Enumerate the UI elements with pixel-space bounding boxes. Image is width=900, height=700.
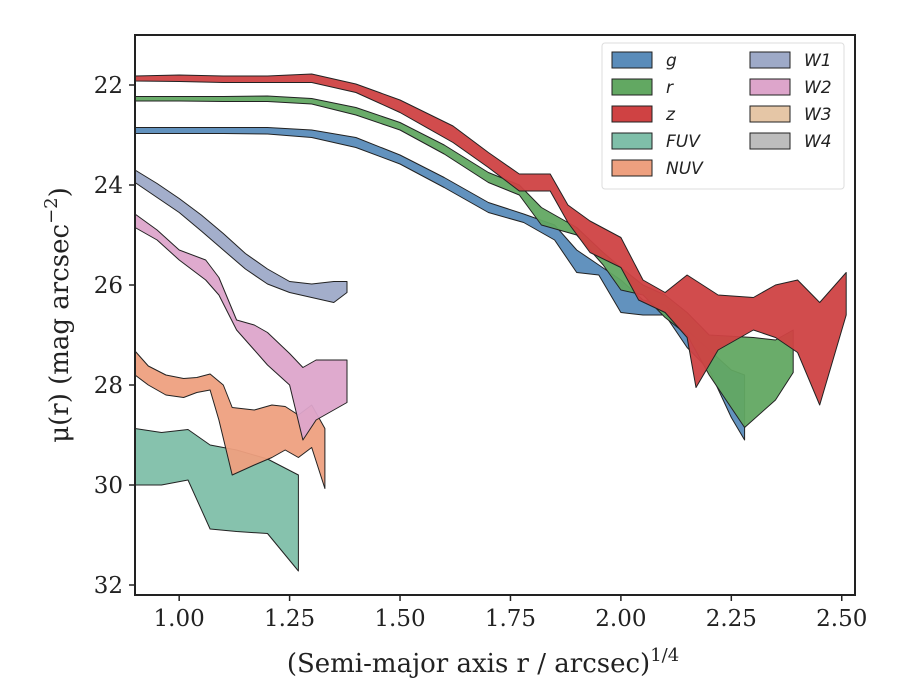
x-axis-label-exponent: 1/4 bbox=[650, 645, 679, 666]
band-w1 bbox=[134, 169, 348, 303]
legend-label-nuv: NUV bbox=[666, 159, 704, 179]
legend-swatch-w3 bbox=[749, 105, 791, 123]
legend-label-fuv: FUV bbox=[666, 132, 701, 152]
legend: grz FUV NUV W1 W2 W3 W4 bbox=[601, 42, 845, 190]
legend-label-w4: W4 bbox=[804, 132, 832, 152]
y-axis-label-end: ) bbox=[45, 187, 75, 197]
legend-swatch-w2 bbox=[749, 78, 791, 96]
y-tick-label: 28 bbox=[94, 373, 123, 399]
x-tick-label: 2.00 bbox=[595, 606, 646, 632]
legend-swatch-r bbox=[611, 78, 653, 96]
x-tick-label: 1.50 bbox=[374, 606, 425, 632]
y-axis-label: μ(r) (mag arcsec−2) bbox=[41, 187, 75, 443]
legend-label-z: z bbox=[665, 105, 676, 125]
plot-frame bbox=[134, 34, 856, 596]
band-z bbox=[134, 73, 847, 406]
x-axis-label: (Semi-major axis r / arcsec)1/4 bbox=[287, 645, 679, 679]
x-tick-label: 1.75 bbox=[485, 606, 536, 632]
legend-label-r: r bbox=[666, 78, 674, 98]
legend-swatch-fuv bbox=[611, 132, 653, 150]
x-tick-label: 1.00 bbox=[154, 606, 205, 632]
legend-label-w2: W2 bbox=[804, 78, 832, 98]
x-tick-label: 2.50 bbox=[816, 606, 867, 632]
band-nuv bbox=[134, 350, 326, 489]
series-bands bbox=[134, 73, 847, 572]
band-r bbox=[134, 95, 794, 428]
y-tick-label: 26 bbox=[94, 273, 123, 299]
y-axis-label-exponent: −2 bbox=[41, 197, 62, 224]
y-tick-label: 32 bbox=[94, 573, 123, 599]
y-tick-label: 30 bbox=[94, 473, 123, 499]
y-tick-label: 22 bbox=[94, 73, 123, 99]
legend-label-w3: W3 bbox=[804, 105, 832, 125]
legend-label-g: g bbox=[666, 51, 677, 71]
y-axis-label-text: μ(r) (mag arcsec bbox=[45, 224, 75, 443]
legend-swatch-g bbox=[611, 51, 653, 69]
x-tick-label: 2.25 bbox=[706, 606, 757, 632]
x-axis-label-text: (Semi-major axis r / arcsec) bbox=[287, 649, 650, 679]
axis-ticks: 1.00 1.25 1.50 1.75 2.00 2.25 2.50 22 24 26 28 30 32 bbox=[94, 73, 868, 632]
band-w2 bbox=[134, 213, 348, 441]
y-tick-label: 24 bbox=[94, 173, 123, 199]
legend-swatch-w1 bbox=[749, 51, 791, 69]
legend-swatch-w4 bbox=[749, 132, 791, 150]
legend-swatch-nuv bbox=[611, 159, 653, 177]
legend-label-w1: W1 bbox=[804, 51, 832, 71]
x-tick-label: 1.25 bbox=[264, 606, 315, 632]
legend-swatch-z bbox=[611, 105, 653, 123]
